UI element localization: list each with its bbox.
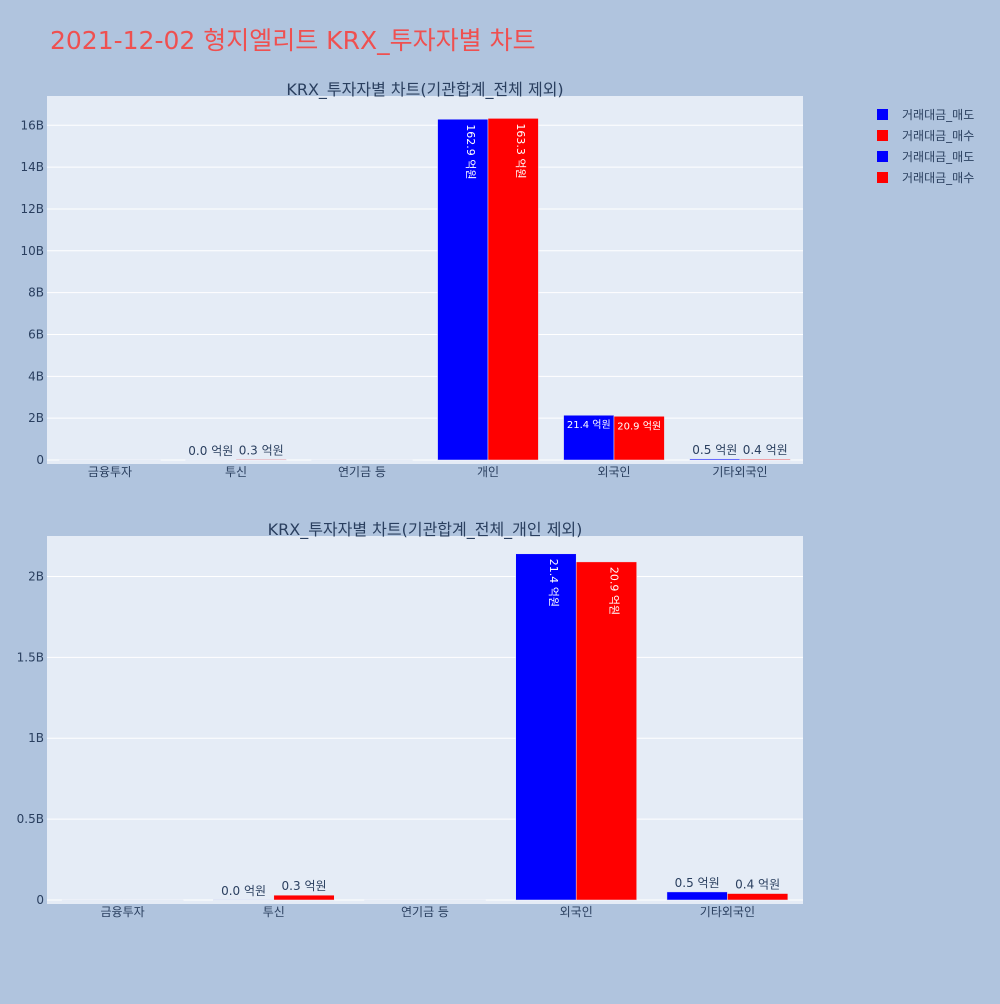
bar[interactable]	[185, 459, 237, 461]
x-tick-label: 금융투자	[88, 465, 132, 479]
data-label: 20.9 억원	[617, 420, 661, 432]
data-label: 0.0 억원	[221, 884, 266, 898]
chart-title: KRX_투자자별 차트(기관합계_전체 제외)	[286, 80, 563, 100]
y-tick-label: 16B	[20, 118, 44, 132]
plot-area	[47, 536, 803, 904]
legend-swatch	[877, 151, 888, 162]
bar[interactable]	[213, 899, 275, 901]
bar[interactable]	[424, 899, 486, 901]
y-tick-label: 0.5B	[17, 812, 44, 826]
bar[interactable]	[666, 891, 728, 901]
bar[interactable]	[364, 899, 426, 901]
bar[interactable]	[109, 459, 161, 461]
legend-label: 거래대금_매수	[902, 171, 974, 185]
bar[interactable]	[235, 459, 287, 461]
bar[interactable]	[122, 899, 184, 901]
legend-swatch	[877, 172, 888, 183]
x-tick-label: 개인	[477, 465, 499, 479]
y-tick-label: 1B	[28, 731, 44, 745]
bar[interactable]	[739, 458, 791, 461]
legend-swatch	[877, 109, 888, 120]
plot-area	[47, 96, 803, 464]
charts-layer: 0 2B 4B 6B 8B 10B 12B 14B 16B KRX_투자자별 차트(기관합계_전체…	[17, 80, 803, 919]
data-label: 21.4 억원	[547, 559, 560, 607]
chart-2: 0 0.5B 1B 1.5B 2B KRX_투자자별 차트(기관합계_전체_개인 제외) 금…	[17, 520, 803, 919]
x-tick-label: 외국인	[560, 905, 593, 919]
x-tick-label: 기타외국인	[712, 465, 767, 479]
y-tick-label: 12B	[20, 202, 44, 216]
x-tick-label: 외국인	[597, 465, 630, 479]
x-tick-label: 기타외국인	[700, 905, 755, 919]
data-label: 0.5 억원	[692, 443, 737, 457]
bar[interactable]	[487, 118, 539, 461]
legend-label: 거래대금_매도	[902, 108, 974, 122]
y-tick-label: 10B	[20, 244, 44, 258]
x-tick-label: 연기금 등	[401, 905, 449, 919]
x-tick-label: 금융투자	[101, 905, 145, 919]
bar[interactable]	[613, 416, 665, 461]
data-label: 0.3 억원	[239, 443, 284, 457]
legend-item[interactable]: 거래대금_매수	[877, 129, 974, 143]
bar[interactable]	[727, 893, 789, 901]
y-tick-label: 0	[36, 893, 44, 907]
data-label: 20.9 억원	[607, 567, 620, 615]
x-tick-label: 연기금 등	[338, 465, 386, 479]
legend-item[interactable]: 거래대금_매도	[877, 108, 974, 122]
legend-label: 거래대금_매도	[902, 150, 974, 164]
data-label: 0.4 억원	[743, 443, 788, 457]
data-label: 163.3 억원	[514, 123, 527, 178]
bar[interactable]	[273, 894, 335, 901]
bar[interactable]	[575, 561, 637, 901]
y-tick-label: 8B	[28, 286, 44, 300]
x-tick-label: 투신	[225, 465, 247, 479]
data-label: 0.5 억원	[675, 876, 720, 890]
y-tick-label: 2B	[28, 411, 44, 425]
data-label: 0.4 억원	[735, 878, 780, 892]
bar[interactable]	[437, 118, 489, 461]
y-tick-label: 6B	[28, 327, 44, 341]
bar[interactable]	[361, 459, 413, 461]
legend-label: 거래대금_매수	[902, 129, 974, 143]
legend-item[interactable]: 거래대금_매도	[877, 150, 974, 164]
bar[interactable]	[61, 899, 123, 901]
bar[interactable]	[515, 553, 577, 901]
chart-1: 0 2B 4B 6B 8B 10B 12B 14B 16B KRX_투자자별 차트(기관합계_전체…	[20, 80, 803, 479]
legend-item[interactable]: 거래대금_매수	[877, 171, 974, 185]
data-label: 0.0 억원	[188, 444, 233, 458]
data-label: 0.3 억원	[282, 879, 327, 893]
chart-title: KRX_투자자별 차트(기관합계_전체_개인 제외)	[268, 520, 583, 540]
x-tick-label: 투신	[263, 905, 285, 919]
bar[interactable]	[689, 458, 741, 461]
data-label: 162.9 억원	[464, 124, 477, 179]
legend-swatch	[877, 130, 888, 141]
y-tick-label: 14B	[20, 160, 44, 174]
y-tick-label: 2B	[28, 569, 44, 583]
y-tick-label: 1.5B	[17, 650, 44, 664]
y-tick-label: 0	[36, 453, 44, 467]
data-label: 21.4 억원	[567, 419, 611, 431]
y-tick-label: 4B	[28, 369, 44, 383]
bar[interactable]	[59, 459, 111, 461]
bar[interactable]	[311, 459, 363, 461]
page-title: 2021-12-02 형지엘리트 KRX_투자자별 차트	[50, 26, 536, 55]
